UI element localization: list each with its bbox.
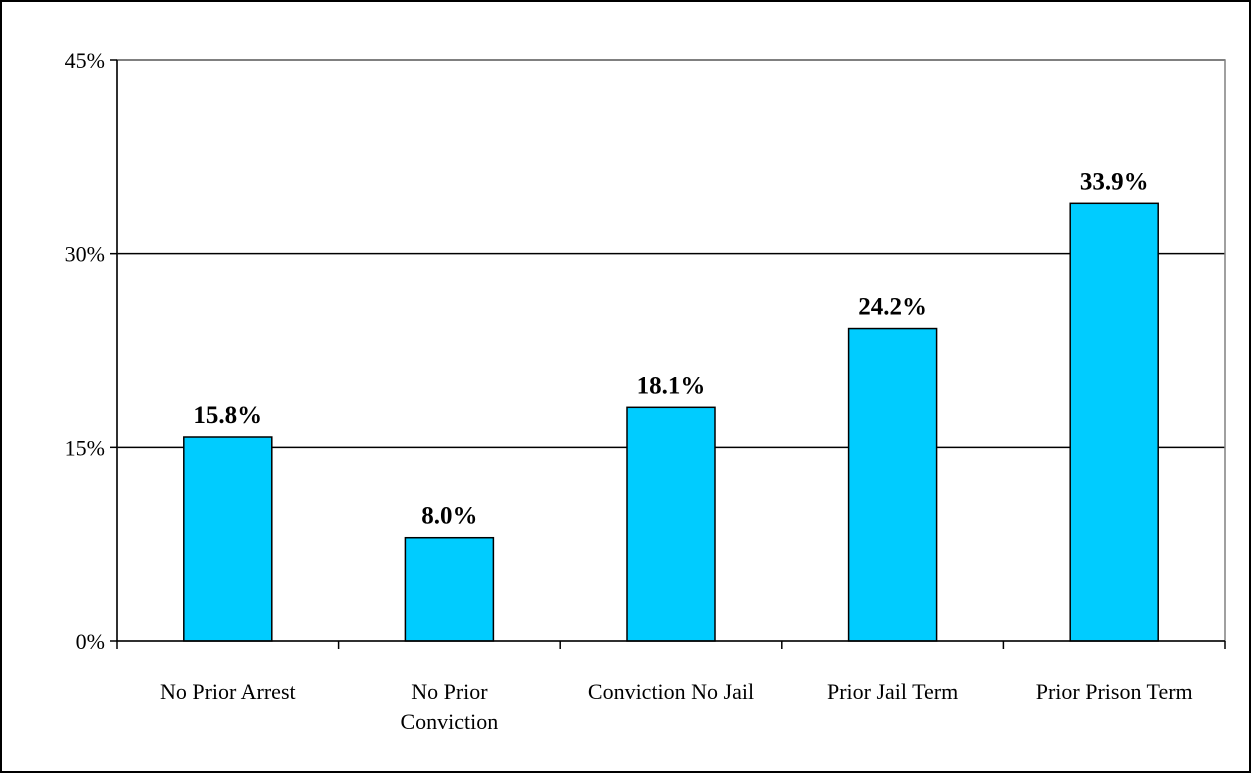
bar-0	[183, 436, 273, 642]
bar-3	[847, 327, 938, 642]
data-label-0: 15.8%	[193, 402, 262, 429]
axes	[110, 59, 1226, 649]
x-category-label-0: No Prior Arrest	[160, 679, 296, 704]
y-tick-label-3: 45%	[65, 48, 105, 73]
y-tick-label-1: 15%	[65, 435, 105, 460]
x-category-label-2: Conviction No Jail	[588, 679, 754, 704]
bar-1	[404, 536, 495, 642]
data-label-2: 18.1%	[637, 372, 706, 399]
labels: 0% 15% 30% 45% No Prior Arrest No Prior Convic…	[65, 48, 1193, 734]
x-category-label-1: No Prior Conviction	[401, 679, 499, 734]
data-label-3: 24.2%	[858, 294, 927, 321]
y-tick-label-0: 0%	[76, 629, 105, 654]
x-category-label-3: Prior Jail Term	[827, 679, 958, 704]
data-label-1: 8.0%	[421, 503, 477, 530]
x-category-label-4: Prior Prison Term	[1036, 679, 1193, 704]
bar-2	[626, 406, 716, 642]
y-tick-label-2: 30%	[65, 242, 105, 267]
data-label-4: 33.9%	[1080, 168, 1149, 195]
bars	[183, 202, 1159, 642]
bar-4	[1069, 202, 1159, 642]
